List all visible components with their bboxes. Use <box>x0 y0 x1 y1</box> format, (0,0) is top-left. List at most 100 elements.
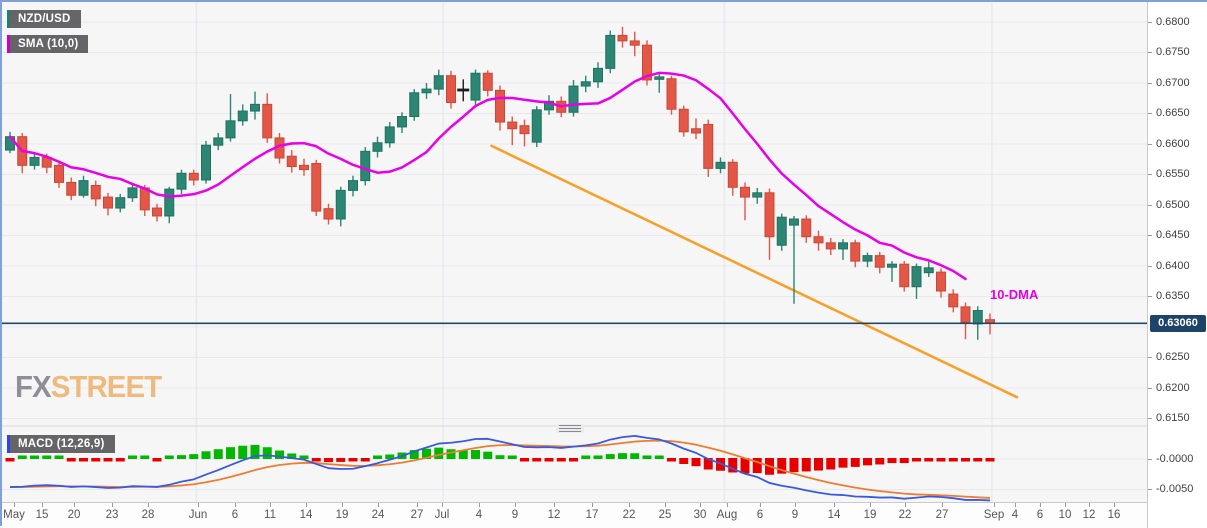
time-tick <box>795 503 796 507</box>
time-tick <box>1065 503 1066 507</box>
macd-accent-bar <box>7 435 10 453</box>
price-tick-label: 0.6550 <box>1156 168 1190 180</box>
price-tick-label-tick <box>1148 265 1152 267</box>
time-tick <box>198 503 199 507</box>
price-tick-label-tick <box>1148 387 1152 389</box>
macd-badge: MACD (12,26,9) <box>7 435 115 453</box>
sma-badge: SMA (10,0) <box>7 35 89 53</box>
time-tick-label: 12 <box>1082 509 1096 521</box>
time-tick <box>74 503 75 507</box>
price-tick-label-tick <box>1148 204 1152 206</box>
last-price-badge: 0.63060 <box>1150 314 1206 332</box>
time-tick <box>1114 503 1115 507</box>
price-tick-label-tick <box>1148 357 1152 358</box>
macd-label: MACD (12,26,9) <box>18 438 105 450</box>
time-tick-label: Jul <box>434 509 450 521</box>
symbol-accent-bar <box>7 10 10 28</box>
price-tick-label-tick <box>1148 82 1152 84</box>
symbol-label: NZD/USD <box>18 13 71 25</box>
macd-tick-label: -0.0050 <box>1156 483 1194 495</box>
time-tick <box>554 503 555 507</box>
time-tick-label: 15 <box>35 509 49 521</box>
time-tick-label: 25 <box>658 509 672 521</box>
price-tick-label: 0.6150 <box>1156 412 1190 424</box>
time-tick-label: 28 <box>141 509 155 521</box>
price-axis[interactable]: 0.63060 0.6800 0.6750 0.6700 0.6650 0.6600 0.… <box>1147 2 1207 528</box>
time-tick-label: 19 <box>335 509 349 521</box>
time-tick <box>727 503 728 507</box>
price-tick-label: 0.6650 <box>1156 107 1190 119</box>
time-tick-label: May <box>3 509 25 521</box>
legend: NZD/USD SMA (10,0) <box>7 10 89 60</box>
time-tick-label: 6 <box>231 509 239 521</box>
time-tick-label: 11 <box>264 509 276 521</box>
price-tick-label-tick <box>1148 113 1152 114</box>
time-tick <box>417 503 418 507</box>
time-tick-label: 6 <box>1036 509 1044 521</box>
sma-label: SMA (10,0) <box>18 38 79 50</box>
fxstreet-logo-fx: FX <box>15 369 52 404</box>
time-tick-label: 20 <box>67 509 81 521</box>
time-tick <box>994 503 995 507</box>
time-tick-label: 22 <box>898 509 912 521</box>
fxstreet-logo-street: STREET <box>50 369 162 404</box>
price-tick-label: 0.6400 <box>1156 259 1190 272</box>
time-tick-label: 23 <box>105 509 119 521</box>
time-tick <box>442 503 443 507</box>
time-tick-label: 4 <box>1011 509 1019 521</box>
time-tick <box>42 503 43 507</box>
time-tick-label: 14 <box>299 509 313 521</box>
time-tick-label: 6 <box>756 509 764 521</box>
time-tick <box>306 503 307 507</box>
price-tick-label-tick <box>1148 143 1152 145</box>
time-tick <box>270 503 271 507</box>
price-tick-label: 0.6700 <box>1156 76 1190 89</box>
price-tick-label: 0.6750 <box>1156 46 1190 58</box>
price-tick-label-tick <box>1148 21 1152 23</box>
time-tick-label: 17 <box>585 509 599 521</box>
chart-plot-svg <box>2 2 1147 502</box>
time-tick-label: 14 <box>827 509 841 521</box>
price-tick-label-tick <box>1148 296 1152 297</box>
time-tick <box>378 503 379 507</box>
time-tick-label: 9 <box>791 509 799 521</box>
price-tick-label-tick <box>1148 52 1152 53</box>
chart-canvas[interactable]: NZD/USD SMA (10,0) MACD (12,26,9) FXSTRE… <box>2 2 1147 528</box>
price-tick-label: 0.6500 <box>1156 198 1190 211</box>
time-tick <box>942 503 943 507</box>
time-tick-label: 12 <box>547 509 561 521</box>
price-tick-label: 0.6350 <box>1156 290 1190 302</box>
time-axis[interactable]: May 15 20 23 28 Jun 6 11 14 19 24 27 Jul 4 9 12 17 22 25 30… <box>2 502 1147 528</box>
macd-tick-label-tick <box>1148 458 1152 460</box>
price-tick-label-tick <box>1148 235 1152 236</box>
time-tick <box>14 503 15 507</box>
price-tick-label-tick <box>1148 418 1152 419</box>
price-tick-label-tick <box>1148 174 1152 175</box>
time-tick <box>1089 503 1090 507</box>
time-tick <box>235 503 236 507</box>
time-tick-label: 4 <box>475 509 483 521</box>
time-tick-label: Aug <box>716 509 738 521</box>
fxstreet-logo: FXSTREET <box>15 369 162 405</box>
time-tick-label: 9 <box>511 509 519 521</box>
time-tick-label: Jun <box>188 509 208 521</box>
time-tick-label: 30 <box>693 509 707 521</box>
time-tick <box>342 503 343 507</box>
sma-accent-bar <box>7 35 10 53</box>
time-tick-label: 16 <box>1107 509 1121 521</box>
time-tick-label: 27 <box>935 509 949 521</box>
time-tick <box>760 503 761 507</box>
price-tick-label: 0.6600 <box>1156 137 1190 150</box>
time-tick <box>1015 503 1016 507</box>
time-tick <box>479 503 480 507</box>
time-tick <box>629 503 630 507</box>
time-tick <box>592 503 593 507</box>
pane-resize-handle[interactable] <box>556 424 584 433</box>
time-tick <box>112 503 113 507</box>
time-tick-label: 19 <box>863 509 877 521</box>
macd-tick-label: -0.0000 <box>1156 452 1194 465</box>
macd-tick-label-tick <box>1148 489 1152 490</box>
price-tick-label: 0.6250 <box>1156 351 1190 363</box>
time-tick <box>148 503 149 507</box>
